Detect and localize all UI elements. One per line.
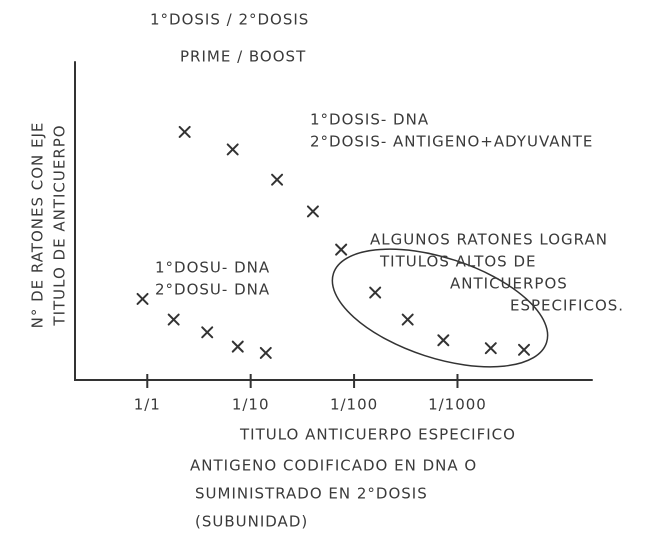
x-marker xyxy=(369,286,382,299)
y-axis-label: N° DE RATONES CON EJE xyxy=(29,122,47,329)
y-axis-label: TITULO DE ANTICUERPO xyxy=(51,124,69,326)
chart-title: PRIME / BOOST xyxy=(180,48,306,66)
x-marker xyxy=(136,292,149,305)
x-marker xyxy=(178,125,191,138)
x-tick-label: 1/10 xyxy=(232,396,270,414)
x-marker xyxy=(306,205,319,218)
x-marker xyxy=(271,173,284,186)
annotation: TITULOS ALTOS DE xyxy=(379,253,537,271)
x-marker xyxy=(518,343,531,356)
x-marker xyxy=(201,326,214,339)
x-marker xyxy=(484,342,497,355)
annotation: 2°DOSIS- ANTIGENO+ADYUVANTE xyxy=(310,133,593,151)
x-marker xyxy=(401,313,414,326)
x-marker xyxy=(231,340,244,353)
annotation: ESPECIFICOS. xyxy=(510,297,624,315)
annotation: ALGUNOS RATONES LOGRAN xyxy=(370,231,608,249)
annotation: 1°DOSIS- DNA xyxy=(310,111,429,129)
x-marker xyxy=(259,346,272,359)
axes xyxy=(74,61,593,381)
x-marker xyxy=(226,143,239,156)
x-tick-label: 1/1000 xyxy=(428,396,487,414)
highlight-ellipse xyxy=(331,248,549,368)
x-marker xyxy=(437,334,450,347)
x-axis-label: (SUBUNIDAD) xyxy=(195,513,308,531)
x-tick-label: 1/1 xyxy=(134,396,161,414)
annotation: 1°DOSU- DNA xyxy=(155,259,270,277)
x-tick-label: 1/100 xyxy=(330,396,378,414)
annotation: 2°DOSU- DNA xyxy=(155,281,270,299)
x-axis-label: TITULO ANTICUERPO ESPECIFICO xyxy=(239,426,516,444)
x-marker xyxy=(167,313,180,326)
x-axis-label: SUMINISTRADO EN 2°DOSIS xyxy=(195,485,428,503)
chart-title: 1°DOSIS / 2°DOSIS xyxy=(150,11,309,29)
x-marker xyxy=(335,243,348,256)
x-axis-label: ANTIGENO CODIFICADO EN DNA O xyxy=(190,457,477,475)
annotation: ANTICUERPOS xyxy=(450,275,568,293)
